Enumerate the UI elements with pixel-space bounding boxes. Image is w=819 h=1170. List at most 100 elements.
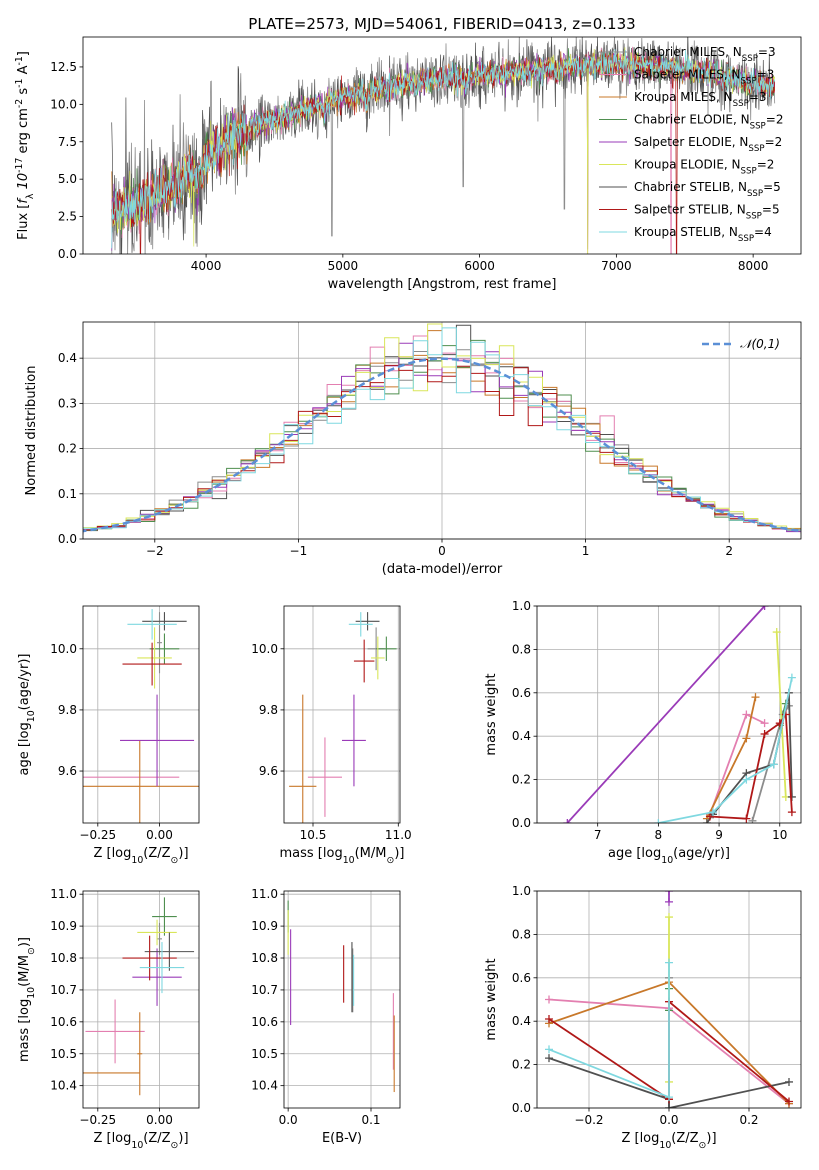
legend-label: Chabrier STELIB, NSSP=5 (634, 180, 781, 199)
y-tick-label: 0.3 (58, 396, 77, 410)
y-axis-label: mass weight (484, 958, 499, 1040)
plot-area (83, 323, 801, 535)
axes-age_vs_mass: 10.5 11.0 9.6 9.8 10.0 mass [log10(M/M⊙)] (251, 605, 412, 866)
weight-marker-5 (772, 628, 781, 637)
plot-area (563, 606, 796, 823)
axes-mass_vs_ebv: 0.0 0.1 10.4 10.5 10.6 10.7 10.8 10.9 11.0 E(B-V) (251, 887, 401, 1146)
x-tick-label: 9 (715, 828, 723, 842)
weight-marker-4 (665, 891, 673, 895)
y-tick-label: 0.4 (512, 1014, 531, 1028)
y-tick-label: 10.4 (251, 1079, 278, 1093)
weight-marker-7 (785, 1097, 793, 1106)
weight-marker-1 (760, 719, 769, 728)
y-tick-label: 0.6 (512, 971, 531, 985)
grid-lines (83, 606, 199, 823)
x-tick-label: 0.0 (279, 1113, 298, 1127)
weight-marker-8 (709, 808, 717, 817)
weight-marker-1 (742, 710, 751, 719)
x-tick-label: −0.25 (79, 828, 116, 842)
x-tick-label: 1 (582, 544, 590, 558)
y-axis-label: age [log10(age/yr)] (17, 654, 37, 776)
weight-marker-8 (654, 819, 663, 823)
weight-line-6 (548, 1057, 790, 1108)
weight-marker-8 (787, 673, 796, 682)
histogram-7 (83, 359, 801, 533)
legend-label: Kroupa ELODIE, NSSP=2 (634, 158, 774, 177)
y-axis-label: mass weight (484, 673, 499, 755)
x-tick-label: 6000 (464, 259, 495, 273)
y-tick-label: 12.5 (50, 60, 77, 74)
x-tick-label: 0.00 (146, 1113, 173, 1127)
y-tick-label: 9.8 (58, 703, 77, 717)
weight-marker-7 (705, 812, 714, 821)
y-tick-label: 0.0 (512, 1101, 531, 1115)
weight-marker-2 (742, 734, 751, 743)
plot-area (83, 897, 195, 1096)
weight-marker-6 (702, 819, 711, 823)
weight-line-7 (709, 711, 793, 820)
x-axis-label: age [log10(age/yr)] (608, 846, 730, 866)
weight-marker-8 (665, 1093, 673, 1102)
axes-residuals: −2 −1 0 1 2 0.0 0.1 0.2 0.3 0.4 (data-model)/error… (24, 321, 802, 577)
axes-age_vs_Z: −0.25 0.00 9.6 9.8 10.0 Z [log10(Z/Z⊙)] age [l… (17, 605, 200, 866)
weight-marker-7 (781, 710, 790, 719)
y-tick-label: 10.0 (50, 642, 77, 656)
y-tick-label: 0.0 (58, 532, 77, 546)
weight-marker-2 (751, 693, 760, 702)
weight-marker-4 (563, 819, 572, 823)
plot-area (287, 900, 395, 1093)
axes-frame (283, 890, 401, 1109)
x-tick-label: 0.2 (739, 1113, 758, 1127)
x-tick-label: 11.0 (385, 828, 412, 842)
y-tick-label: 9.8 (259, 703, 278, 717)
plot-area (545, 891, 793, 1108)
y-tick-label: 5.0 (58, 172, 77, 186)
plot-area (111, 37, 776, 254)
weight-marker-6 (545, 1054, 553, 1063)
y-axis-label: mass [log10(M/M⊙)] (17, 937, 37, 1062)
y-tick-label: 0.2 (58, 442, 77, 456)
x-tick-label: 0.0 (659, 1113, 678, 1127)
legend-label: 𝒩(0,1) (740, 337, 780, 351)
y-tick-label: 0.0 (512, 816, 531, 830)
weight-marker-5 (665, 913, 673, 922)
x-tick-label: 7000 (601, 259, 632, 273)
weight-line-8 (548, 962, 670, 1099)
y-tick-label: 10.0 (50, 97, 77, 111)
y-tick-label: 0.8 (512, 927, 531, 941)
x-axis-label: (data-model)/error (382, 562, 503, 577)
y-tick-label: 0.8 (512, 642, 531, 656)
weight-marker-4 (760, 606, 769, 610)
weight-marker-0 (748, 816, 757, 823)
normal-curve (83, 357, 801, 533)
weight-marker-8 (665, 958, 673, 967)
y-axis-label: Normed distribution (24, 366, 39, 496)
x-tick-label: −2 (146, 544, 164, 558)
weight-line-1 (709, 713, 765, 815)
legend-label: Kroupa STELIB, NSSP=4 (634, 225, 772, 244)
x-tick-label: 4000 (191, 259, 222, 273)
axes-frame (82, 36, 802, 255)
x-axis-label: mass [log10(M/M⊙)] (280, 846, 405, 866)
x-axis-label: Z [log10(Z/Z⊙)] (93, 846, 188, 866)
y-tick-label: 11.0 (251, 887, 278, 901)
y-tick-label: 0.1 (58, 487, 77, 501)
y-tick-label: 0.4 (58, 351, 77, 365)
weight-marker-8 (545, 1045, 553, 1054)
axes-frame (82, 605, 200, 824)
y-tick-label: 10.5 (251, 1047, 278, 1061)
y-tick-label: 2.5 (58, 210, 77, 224)
y-axis-label: Flux [fλ 10-17 erg cm-2 s-1 A-1] (14, 51, 36, 240)
weight-marker-7 (787, 808, 796, 817)
legend: Chabrier MILES, NSSP=3 Salpeter MILES, NS… (599, 45, 783, 244)
axes-weight_vs_age: 7 8 9 10 0.0 0.2 0.4 0.6 0.8 1.0 age [log10(age/yr… (484, 599, 802, 866)
y-tick-label: 10.9 (50, 919, 77, 933)
weight-marker-7 (545, 1015, 553, 1024)
axes-weight_vs_Z: −0.2 0.0 0.2 0.0 0.2 0.4 0.6 0.8 1.0 Z [log10(Z/Z… (484, 884, 802, 1151)
weight-marker-1 (545, 995, 553, 1004)
weight-marker-7 (742, 814, 751, 823)
axes-mass_vs_Z: −0.25 0.00 10.4 10.5 10.6 10.7 10.8 10.9 11.0 Z [… (17, 887, 200, 1151)
weight-marker-6 (785, 1077, 793, 1086)
y-tick-label: 10.9 (251, 919, 278, 933)
